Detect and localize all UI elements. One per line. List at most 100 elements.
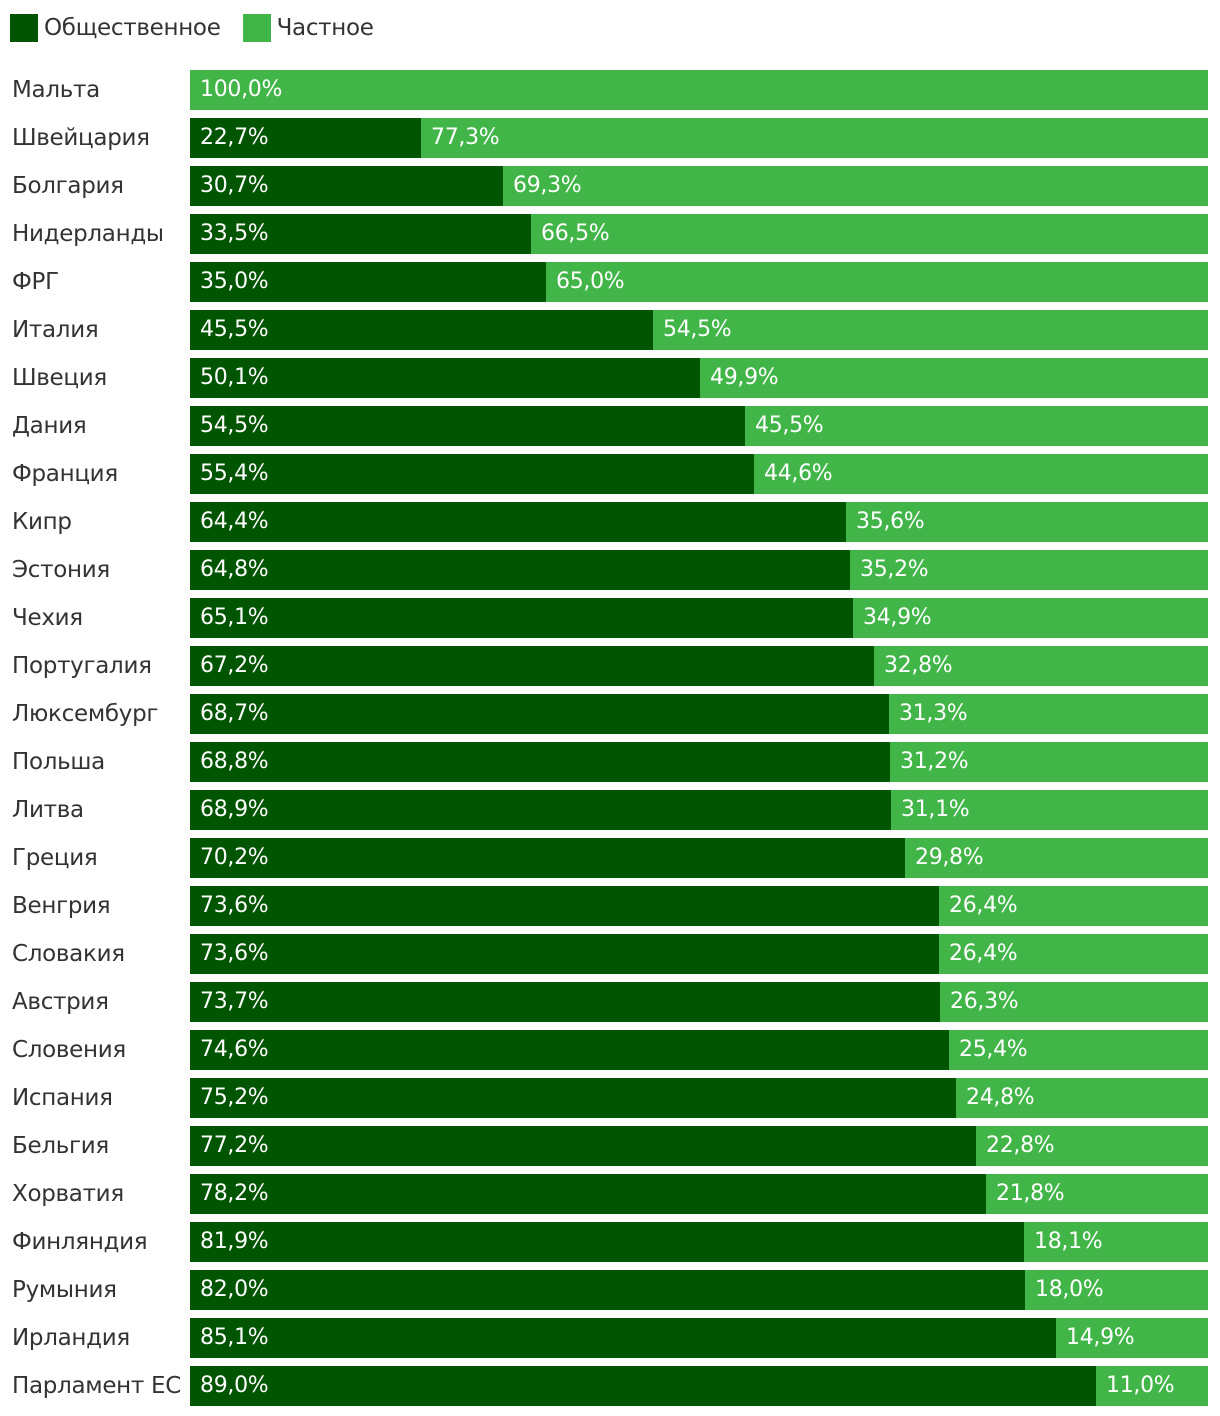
legend-item-public[interactable]: Общественное — [10, 14, 221, 42]
bar-segment-private[interactable] — [891, 790, 1208, 830]
value-label-private: 18,0% — [1035, 1277, 1104, 1302]
value-label-public: 74,6% — [200, 1037, 269, 1062]
category-label: Ирландия — [12, 1325, 130, 1351]
bar-segment-private[interactable] — [421, 118, 1208, 158]
bar-segment-public[interactable] — [190, 1078, 956, 1118]
bar-segment-private[interactable] — [956, 1078, 1208, 1118]
category-label: Франция — [12, 461, 118, 487]
category-label: Болгария — [12, 173, 124, 199]
bar-segment-private[interactable] — [546, 262, 1208, 302]
bar-row: Австрия 73,7% 26,3% — [0, 982, 1220, 1022]
value-label-public: 82,0% — [200, 1277, 269, 1302]
bar-row: Испания 75,2% 24,8% — [0, 1078, 1220, 1118]
bar-segment-public[interactable] — [190, 982, 940, 1022]
category-label: Кипр — [12, 509, 72, 535]
bar-segment-private[interactable] — [850, 550, 1208, 590]
bar-segment-private[interactable] — [949, 1030, 1208, 1070]
bar-segment-public[interactable] — [190, 118, 421, 158]
bar-segment-private[interactable] — [754, 454, 1208, 494]
bar-segment-private[interactable] — [531, 214, 1208, 254]
bar-segment-public[interactable] — [190, 1174, 986, 1214]
bar-segment-private[interactable] — [853, 598, 1208, 638]
value-label-public: 75,2% — [200, 1085, 269, 1110]
bar-segment-private[interactable] — [890, 742, 1208, 782]
value-label-private: 29,8% — [915, 845, 984, 870]
bar-segment-public[interactable] — [190, 1318, 1056, 1358]
legend-label-public: Общественное — [44, 15, 221, 41]
category-label: Греция — [12, 845, 98, 871]
bar-segment-public[interactable] — [190, 934, 939, 974]
category-label: Эстония — [12, 557, 110, 583]
bar-row: Словения 74,6% 25,4% — [0, 1030, 1220, 1070]
bar-segment-private[interactable] — [745, 406, 1208, 446]
bar-row: Швеция 50,1% 49,9% — [0, 358, 1220, 398]
bar-segment-private[interactable] — [874, 646, 1208, 686]
bar-segment-private[interactable] — [986, 1174, 1208, 1214]
value-label-public: 50,1% — [200, 365, 269, 390]
bar-segment-public[interactable] — [190, 694, 889, 734]
bar-segment-private[interactable] — [939, 934, 1208, 974]
bar-segment-public[interactable] — [190, 1126, 976, 1166]
value-label-public: 55,4% — [200, 461, 269, 486]
bar-segment-private[interactable] — [700, 358, 1208, 398]
bar-segment-public[interactable] — [190, 838, 905, 878]
bar-segment-private[interactable] — [653, 310, 1208, 350]
bar-segment-public[interactable] — [190, 1030, 949, 1070]
bar-row: Эстония 64,8% 35,2% — [0, 550, 1220, 590]
bar-row: Нидерланды 33,5% 66,5% — [0, 214, 1220, 254]
bar-track: 85,1% 14,9% — [190, 1318, 1208, 1358]
bar-segment-private[interactable] — [939, 886, 1208, 926]
bar-segment-private[interactable] — [976, 1126, 1208, 1166]
value-label-private: 31,1% — [901, 797, 970, 822]
value-label-private: 44,6% — [764, 461, 833, 486]
bar-segment-public[interactable] — [190, 646, 874, 686]
bar-track: 35,0% 65,0% — [190, 262, 1208, 302]
bar-segment-private[interactable] — [905, 838, 1208, 878]
bar-segment-public[interactable] — [190, 550, 850, 590]
bar-segment-private[interactable] — [503, 166, 1208, 206]
value-label-public: 68,8% — [200, 749, 269, 774]
bar-row: Португалия 67,2% 32,8% — [0, 646, 1220, 686]
bar-segment-private[interactable] — [846, 502, 1208, 542]
legend-item-private[interactable]: Частное — [242, 14, 374, 42]
value-label-private: 34,9% — [863, 605, 932, 630]
category-label: Нидерланды — [12, 221, 164, 247]
bar-segment-public[interactable] — [190, 1270, 1025, 1310]
bar-segment-public[interactable] — [190, 454, 754, 494]
bar-segment-private[interactable] — [889, 694, 1208, 734]
value-label-private: 24,8% — [966, 1085, 1035, 1110]
category-label: Финляндия — [12, 1229, 148, 1255]
bar-segment-public[interactable] — [190, 358, 700, 398]
bar-segment-private[interactable] — [1024, 1222, 1208, 1262]
bar-segment-private[interactable] — [940, 982, 1208, 1022]
bar-segment-public[interactable] — [190, 742, 890, 782]
bar-segment-private[interactable] — [1056, 1318, 1208, 1358]
bar-track: 73,6% 26,4% — [190, 934, 1208, 974]
value-label-private: 35,6% — [856, 509, 925, 534]
value-label-public: 33,5% — [200, 221, 269, 246]
bar-row: Кипр 64,4% 35,6% — [0, 502, 1220, 542]
bar-segment-public[interactable] — [190, 166, 503, 206]
bar-segment-public[interactable] — [190, 214, 531, 254]
bar-row: Франция 55,4% 44,6% — [0, 454, 1220, 494]
bar-segment-private[interactable] — [1096, 1366, 1208, 1406]
category-label: Литва — [12, 797, 84, 823]
bar-segment-private[interactable] — [190, 70, 1208, 110]
bar-track: 73,7% 26,3% — [190, 982, 1208, 1022]
bar-segment-public[interactable] — [190, 1222, 1024, 1262]
bar-segment-public[interactable] — [190, 262, 546, 302]
bar-segment-public[interactable] — [190, 790, 891, 830]
bar-segment-public[interactable] — [190, 598, 853, 638]
value-label-public: 54,5% — [200, 413, 269, 438]
bar-row: Хорватия 78,2% 21,8% — [0, 1174, 1220, 1214]
bar-segment-public[interactable] — [190, 502, 846, 542]
category-label: Австрия — [12, 989, 109, 1015]
value-label-public: 73,6% — [200, 893, 269, 918]
bar-segment-public[interactable] — [190, 1366, 1096, 1406]
bar-segment-private[interactable] — [1025, 1270, 1208, 1310]
category-label: Бельгия — [12, 1133, 109, 1159]
bar-segment-public[interactable] — [190, 310, 653, 350]
bar-segment-public[interactable] — [190, 406, 745, 446]
bar-row: Парламент ЕС 89,0% 11,0% — [0, 1366, 1220, 1406]
bar-segment-public[interactable] — [190, 886, 939, 926]
